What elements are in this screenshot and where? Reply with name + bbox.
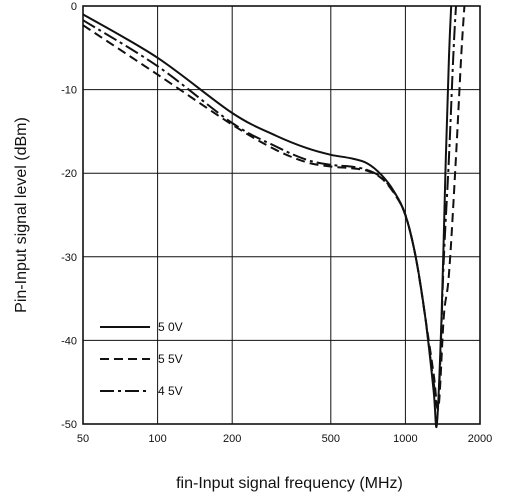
legend-label: 4 5V (158, 384, 183, 398)
series-line (82, 5, 457, 409)
legend: 5 0V 5 5V 4 5V (100, 320, 183, 398)
x-tick-label: 50 (77, 433, 89, 445)
y-tick-label: 0 (71, 1, 77, 13)
x-tick-label: 500 (322, 433, 340, 445)
y-tick-label: -30 (61, 252, 77, 264)
y-tick-label: -20 (61, 168, 77, 180)
x-tick-label: 2000 (468, 433, 492, 445)
series-layer (82, 5, 466, 428)
tick-labels: 50 100 200 500 1000 2000 0 -10 -20 -30 -40 -50 (61, 1, 492, 445)
series-line (82, 5, 453, 428)
legend-label: 5 5V (158, 352, 183, 366)
y-tick-label: -50 (61, 419, 77, 431)
y-tick-label: -10 (61, 85, 77, 97)
x-tick-label: 100 (148, 433, 166, 445)
series-line (82, 5, 466, 411)
y-tick-label: -40 (61, 335, 77, 347)
plot-frame (82, 5, 481, 425)
x-tick-label: 200 (223, 433, 241, 445)
x-axis-label: fin-Input signal frequency (MHz) (176, 475, 403, 492)
legend-label: 5 0V (158, 320, 183, 334)
y-axis-label: Pin-Input signal level (dBm) (13, 117, 30, 313)
x-tick-label: 1000 (393, 433, 417, 445)
grid (83, 6, 480, 424)
